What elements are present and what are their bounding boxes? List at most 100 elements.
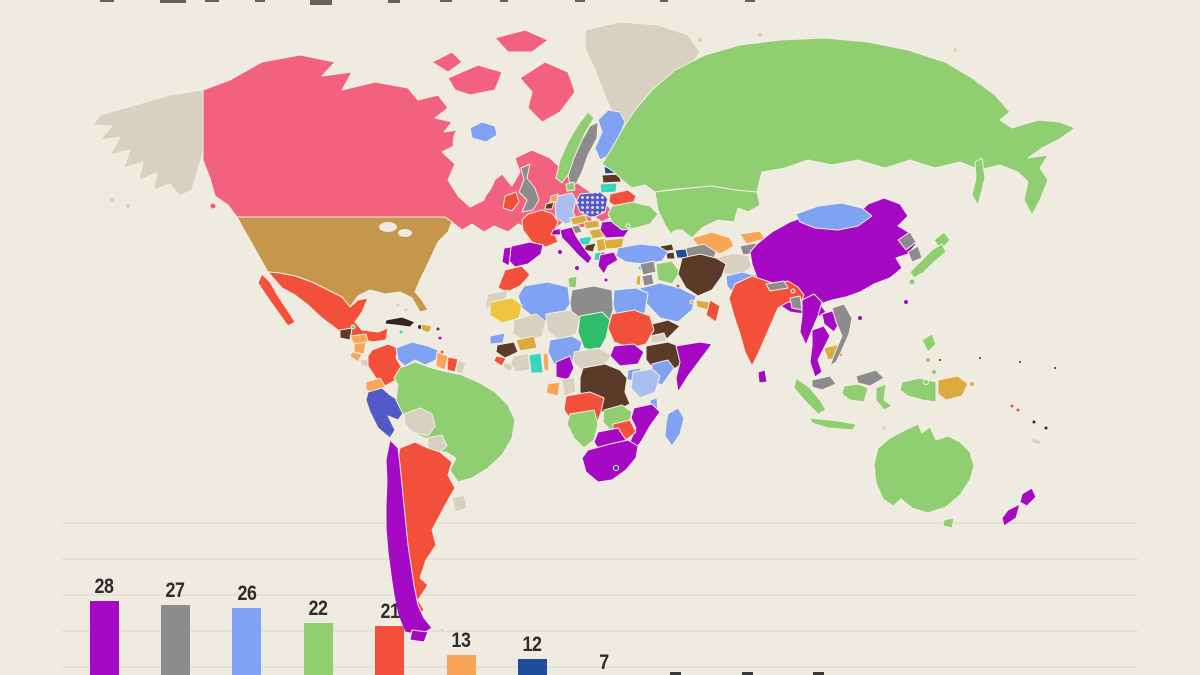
bar-value-label: 12 (522, 632, 542, 656)
bar-value-label: 7 (599, 650, 609, 674)
region-madagascar (664, 407, 685, 447)
region-mongolia (795, 202, 873, 231)
gridline (62, 522, 1138, 524)
region-italy (559, 226, 593, 265)
gridline (62, 630, 1138, 632)
region-tunisia (567, 275, 578, 289)
region-denmark (565, 181, 576, 192)
region-honduras (349, 333, 369, 345)
region-kazakhstan (654, 185, 761, 239)
region-poland (575, 191, 609, 219)
region-taiwan (903, 299, 909, 305)
region-norway (555, 111, 595, 184)
region-south-korea (907, 245, 923, 263)
region-tasmania (942, 517, 955, 529)
gridline (62, 594, 1138, 596)
region-iceland (469, 121, 498, 143)
region-french-guiana (455, 359, 467, 375)
hudson-bay (452, 125, 499, 199)
region-ghana (528, 352, 544, 374)
region-lesotho (613, 465, 619, 471)
region-bhutan (790, 288, 796, 294)
region-senegal (489, 332, 506, 345)
region-arctic-islands (952, 47, 958, 53)
great-lakes (379, 222, 397, 232)
region-canada (494, 29, 549, 53)
region-chad (577, 311, 611, 353)
region-uruguay (451, 494, 468, 513)
region-togo-benin (542, 352, 550, 372)
gridline (62, 558, 1138, 560)
region-israel (635, 274, 642, 287)
region-venezuela (395, 341, 439, 367)
region-oman (705, 299, 721, 323)
region-indonesia (793, 377, 827, 415)
region-congo (561, 376, 577, 397)
bar (160, 604, 190, 675)
region-arctic-islands (757, 32, 763, 38)
region-alaska (108, 196, 116, 204)
region-greece (603, 277, 609, 283)
region-belgium (544, 201, 555, 210)
region-vietnam (829, 303, 853, 367)
region-philippines (925, 357, 931, 363)
gridline (62, 666, 1138, 668)
region-italy (557, 249, 563, 255)
region-bolivia (403, 407, 436, 437)
region-vanuatu (1031, 419, 1037, 425)
region-belize (350, 324, 356, 330)
bar-value-label: 26 (237, 582, 257, 606)
region-timor (881, 425, 887, 431)
bar (446, 655, 476, 675)
region-micronesia (978, 356, 982, 360)
region-portugal (501, 246, 512, 267)
region-guyana (435, 351, 449, 371)
bar (303, 622, 333, 675)
region-cuba (384, 316, 416, 328)
bar (517, 658, 547, 675)
region-mauritania (489, 297, 523, 324)
region-indonesia (841, 383, 869, 403)
region-suriname (446, 356, 459, 373)
region-canada (431, 51, 463, 73)
region-australia (873, 423, 975, 514)
region-malaysia (811, 375, 837, 391)
region-ivory-coast (510, 352, 531, 373)
region-puerto-rico (435, 326, 441, 332)
region-south-africa (581, 439, 639, 483)
region-canada (447, 64, 503, 96)
region-philippines (931, 369, 937, 375)
region-fiji (1043, 425, 1049, 431)
region-mexico (257, 273, 296, 327)
region-niger (545, 309, 581, 341)
region-south-sudan (609, 343, 645, 367)
region-north-korea (897, 231, 917, 251)
region-guatemala (339, 327, 353, 341)
region-philippines (921, 333, 937, 353)
region-costa-rica (349, 351, 363, 363)
bar (89, 601, 119, 675)
region-peru (365, 387, 405, 439)
region-burkina-faso (515, 335, 538, 352)
region-solomon-islands (1009, 403, 1015, 409)
region-sierra-leone (493, 355, 507, 367)
region-greece (597, 251, 619, 275)
region-bahamas (395, 302, 401, 308)
region-qatar (689, 299, 695, 305)
region-indonesia (875, 383, 893, 411)
bar (375, 626, 405, 675)
region-solomon-islands (1015, 407, 1021, 413)
bar-value-label: 13 (451, 629, 471, 653)
region-indonesia (809, 417, 857, 431)
region-armenia (665, 251, 676, 260)
region-thailand (809, 325, 831, 378)
region-nicaragua (353, 341, 367, 355)
region-canada (519, 61, 576, 123)
region-new-zealand (1019, 487, 1037, 507)
region-mali (512, 313, 547, 343)
region-chile (385, 439, 433, 636)
region-new-caledonia (1030, 437, 1042, 446)
region-mexico (267, 271, 389, 343)
